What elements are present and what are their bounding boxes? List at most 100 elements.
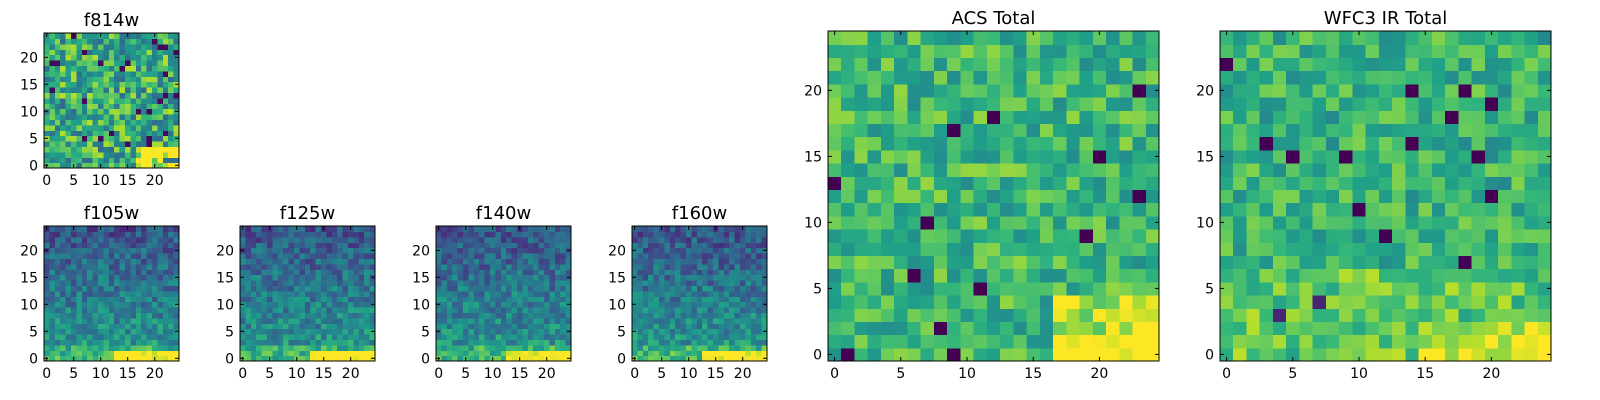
heatmap-cell xyxy=(130,253,137,259)
heatmap-cell xyxy=(146,162,153,169)
heatmap-cell xyxy=(745,307,752,313)
heatmap-cell xyxy=(326,307,333,313)
heatmap-cell xyxy=(452,296,459,303)
heatmap-cell xyxy=(1511,57,1526,72)
heatmap-cell xyxy=(168,130,175,137)
heatmap-cell xyxy=(1445,347,1459,362)
heatmap-cell xyxy=(146,317,153,324)
heatmap-cell xyxy=(696,317,703,324)
heatmap-cell xyxy=(71,130,77,137)
heatmap-cell xyxy=(87,87,94,93)
heatmap-cell xyxy=(1339,281,1353,296)
heatmap-cell xyxy=(1299,189,1314,204)
heatmap-cell xyxy=(326,242,333,249)
heatmap-cell xyxy=(108,70,115,77)
heatmap-cell xyxy=(315,339,322,346)
heatmap-cell xyxy=(713,328,719,335)
heatmap-cell xyxy=(261,258,268,265)
heatmap-cell xyxy=(348,344,354,351)
heatmap-cell xyxy=(65,38,72,45)
heatmap-cell xyxy=(1053,189,1067,204)
heatmap-cell xyxy=(130,33,137,39)
heatmap-cell xyxy=(1378,308,1393,322)
heatmap-cell xyxy=(841,176,856,190)
heatmap-cell xyxy=(331,274,338,281)
heatmap-cell xyxy=(49,307,56,313)
heatmap-cell xyxy=(1066,347,1081,362)
heatmap-cell xyxy=(1312,281,1327,296)
heatmap-cell xyxy=(511,263,518,270)
heatmap-cell xyxy=(750,247,757,254)
heatmap-cell xyxy=(1524,229,1539,243)
heatmap-cell xyxy=(98,285,104,292)
heatmap-cell xyxy=(157,97,164,104)
heatmap-cell xyxy=(960,176,975,190)
heatmap-cell xyxy=(98,317,104,324)
heatmap-cell xyxy=(1299,281,1314,296)
heatmap-cell xyxy=(637,339,644,346)
heatmap-cell xyxy=(60,247,67,254)
heatmap-cell xyxy=(114,124,121,131)
heatmap-cell xyxy=(1013,83,1028,98)
heatmap-cell xyxy=(65,60,72,66)
heatmap-cell xyxy=(256,344,263,351)
heatmap-cell xyxy=(1119,97,1134,111)
heatmap-cell xyxy=(108,285,115,292)
heatmap-cell xyxy=(960,70,975,85)
heatmap-cell xyxy=(44,49,50,56)
heatmap-cell xyxy=(304,263,311,270)
heatmap-cell xyxy=(484,334,491,340)
heatmap-cell xyxy=(686,296,692,303)
heatmap-cell xyxy=(500,350,507,357)
heatmap-cell xyxy=(358,334,365,340)
heatmap-cell xyxy=(653,350,660,357)
heatmap-cell xyxy=(130,328,137,335)
heatmap-cell xyxy=(1233,70,1248,85)
heatmap-cell xyxy=(894,176,909,190)
heatmap-cell xyxy=(1220,110,1234,124)
heatmap-cell xyxy=(463,253,469,259)
heatmap-cell xyxy=(484,307,491,313)
heatmap-cell xyxy=(135,317,142,324)
heatmap-cell xyxy=(299,334,306,340)
heatmap-cell xyxy=(173,263,180,270)
heatmap-cell xyxy=(473,328,480,335)
heatmap-cell xyxy=(108,81,115,88)
x-tick-label: 20 xyxy=(1091,366,1109,382)
heatmap-cell xyxy=(135,54,142,61)
heatmap-cell xyxy=(511,242,518,249)
heatmap-cell xyxy=(1365,97,1380,111)
heatmap-cell xyxy=(1392,176,1406,190)
heatmap-cell xyxy=(702,274,709,281)
heatmap-cell xyxy=(880,70,895,85)
heatmap-cell xyxy=(750,328,757,335)
heatmap-cell xyxy=(713,285,719,292)
heatmap-cell xyxy=(441,263,448,270)
heatmap-cell xyxy=(446,307,453,313)
heatmap-cell xyxy=(49,301,56,308)
heatmap-cell xyxy=(659,285,665,292)
heatmap-cell xyxy=(358,274,365,281)
heatmap-cell xyxy=(65,141,72,147)
heatmap-cell xyxy=(342,339,349,346)
heatmap-cell xyxy=(495,242,502,249)
heatmap-cell xyxy=(71,54,77,61)
heatmap-cell xyxy=(1325,176,1340,190)
heatmap-cell xyxy=(1079,97,1094,111)
heatmap-cell xyxy=(642,247,649,254)
heatmap-cell xyxy=(76,43,83,50)
heatmap-cell xyxy=(157,60,164,66)
heatmap-cell xyxy=(522,274,529,281)
heatmap-cell xyxy=(452,258,459,265)
heatmap-cell xyxy=(369,296,376,303)
heatmap-cell xyxy=(54,296,61,303)
heatmap-cell xyxy=(554,236,561,243)
heatmap-cell xyxy=(1537,149,1552,164)
heatmap-cell xyxy=(60,242,67,249)
heatmap-cell xyxy=(288,301,295,308)
heatmap-cell xyxy=(1220,268,1234,283)
heatmap-cell xyxy=(484,323,491,330)
heatmap-cell xyxy=(71,280,77,286)
heatmap-cell xyxy=(1145,110,1160,124)
